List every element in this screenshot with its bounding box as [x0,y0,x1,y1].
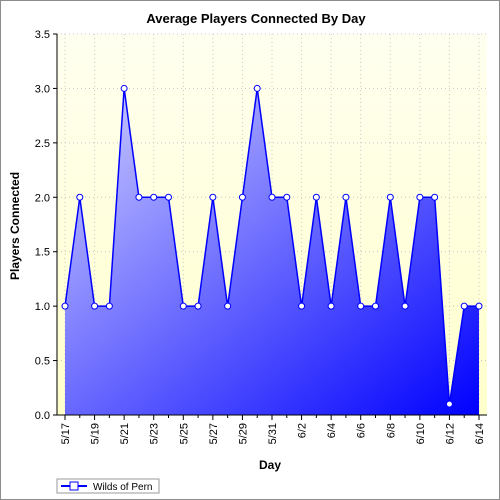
chart-title: Average Players Connected By Day [146,11,366,26]
x-tick-label: 6/10 [415,423,427,444]
x-tick-label: 5/19 [90,423,102,444]
data-point [135,193,143,201]
y-tick-label: 3.5 [35,29,50,41]
y-tick-label: 2.0 [35,192,50,204]
x-tick-label: 6/14 [474,423,486,444]
x-axis-ticks: 5/17 5/19 5/21 5/23 5/25 5/27 5/29 5/31 6/2 6/4 6/… [60,415,486,444]
x-tick-label: 5/29 [237,423,249,444]
x-tick-label: 5/27 [208,423,220,444]
legend-label: Wilds of Pern [93,482,152,493]
x-tick-label: 6/6 [356,423,368,438]
data-point [386,193,394,201]
series-area [65,88,479,416]
data-point [342,193,350,201]
legend-marker-swatch [69,481,79,491]
data-point [357,302,365,310]
legend-box [56,478,160,494]
x-tick-label: 6/8 [385,423,397,438]
data-point [372,302,379,310]
data-point [224,302,232,310]
data-point [475,302,483,310]
x-tick-label: 5/17 [60,423,72,444]
legend: Wilds of Pern [56,478,160,494]
x-tick-label: 6/2 [297,423,309,438]
data-points [61,84,483,408]
x-tick-label: 5/31 [267,423,279,444]
data-point [298,302,306,310]
y-tick-label: 1.5 [35,247,50,259]
data-point [401,302,409,310]
data-point [445,400,453,408]
y-axis-ticks: 0.0 0.5 1.0 1.5 2.0 2.5 3.0 3.5 [35,29,57,422]
x-tick-label: 5/25 [178,423,190,444]
x-tick-label: 5/23 [149,423,161,444]
data-point [179,302,187,310]
data-point [312,193,320,201]
data-point [209,193,217,201]
data-point [61,302,69,310]
data-point [91,302,99,310]
data-point [327,302,335,310]
data-point [165,193,172,201]
y-tick-label: 3.0 [35,83,50,95]
x-tick-label: 6/12 [444,423,456,444]
data-point [194,302,202,310]
data-point [120,84,128,92]
data-point [238,193,246,201]
x-axis-title: Day [259,458,281,472]
data-point [416,193,424,201]
y-tick-label: 0.0 [35,410,50,422]
x-tick-label: 5/21 [119,423,131,444]
data-point [283,193,291,201]
data-point [253,84,261,92]
data-point [431,193,439,201]
data-point [268,193,276,201]
data-point [76,193,84,201]
x-tick-label: 6/4 [326,423,338,438]
data-point [105,302,113,310]
y-tick-label: 0.5 [35,356,50,368]
y-axis-title: Players Connected [8,172,22,280]
y-tick-label: 1.0 [35,301,50,313]
y-tick-label: 2.5 [35,138,50,150]
data-point [150,193,158,201]
data-point [460,302,468,310]
